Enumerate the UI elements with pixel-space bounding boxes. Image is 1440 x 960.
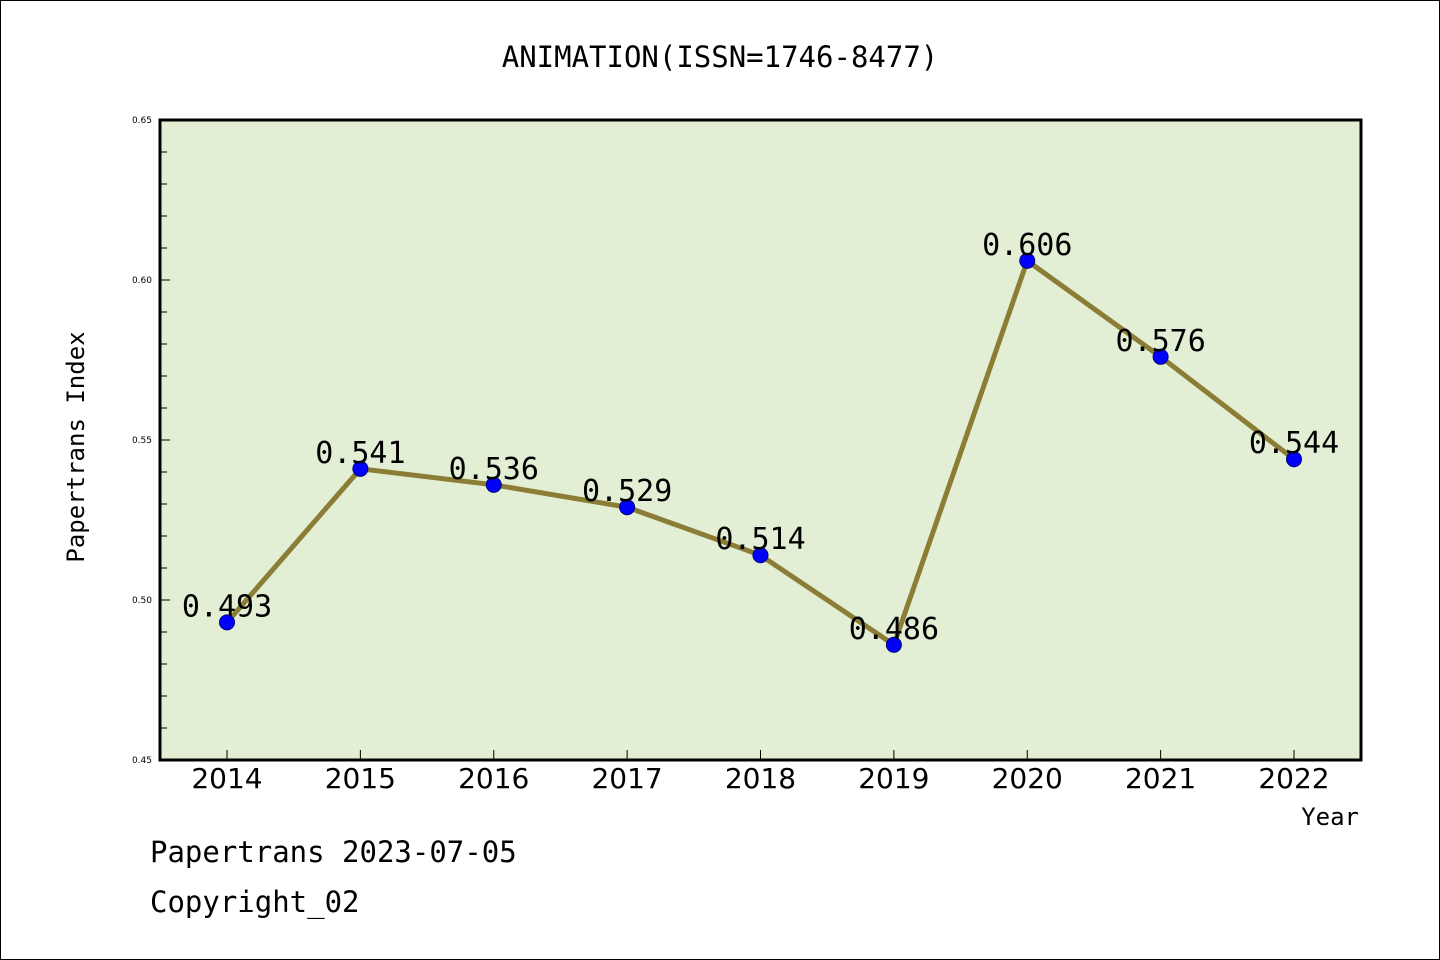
data-point	[352, 460, 369, 477]
data-label: 0.606	[982, 228, 1072, 263]
x-tick-label: 2018	[725, 762, 796, 795]
plot-area	[158, 118, 1363, 762]
x-tick-label: 2014	[191, 762, 262, 795]
footer-date-line: Papertrans 2023-07-05	[150, 835, 517, 869]
data-point	[219, 614, 235, 631]
data-label: 0.493	[182, 589, 272, 624]
x-tick-label: 2021	[1125, 762, 1196, 795]
data-point	[619, 499, 636, 516]
x-tick-label: 2020	[992, 762, 1063, 795]
chart-title: ANIMATION(ISSN=1746-8477)	[502, 40, 939, 74]
data-point	[1286, 451, 1302, 468]
x-axis-label: Year	[1301, 803, 1359, 831]
data-point	[1152, 348, 1169, 365]
data-point	[885, 636, 902, 653]
y-tick-label: 0.65	[132, 116, 152, 126]
series-group	[219, 252, 1302, 653]
footer-copyright-line: Copyright_02	[150, 885, 360, 919]
x-tick-label: 2015	[325, 762, 396, 795]
x-axis: 2014 2015 2016 2017 2018 2019 2020 2021 2022	[191, 750, 1330, 795]
data-label: 0.486	[849, 612, 939, 647]
data-label: 0.541	[315, 436, 405, 471]
y-axis-label: Papertrans Index	[62, 331, 90, 562]
data-label: 0.514	[715, 522, 805, 557]
data-label-group: 0.493 0.541 0.536 0.529 0.514 0.486 0.606 0.576…	[182, 228, 1339, 647]
y-tick-label: 0.45	[132, 756, 152, 766]
data-label: 0.536	[449, 452, 539, 487]
x-tick-label: 2022	[1258, 762, 1329, 795]
y-tick-label: 0.50	[132, 596, 152, 606]
data-label: 0.576	[1115, 324, 1205, 359]
data-label: 0.544	[1249, 426, 1339, 461]
data-point	[485, 476, 502, 493]
x-tick-label: 2017	[591, 762, 662, 795]
data-point	[1019, 252, 1036, 269]
data-point	[752, 547, 769, 564]
x-tick-label: 2016	[458, 762, 529, 795]
data-label: 0.529	[582, 474, 672, 509]
y-axis: 0.45 0.50 0.55 0.60 0.65	[132, 116, 170, 766]
y-tick-label: 0.55	[132, 436, 152, 446]
x-tick-label: 2019	[858, 762, 929, 795]
y-tick-label: 0.60	[132, 276, 152, 286]
